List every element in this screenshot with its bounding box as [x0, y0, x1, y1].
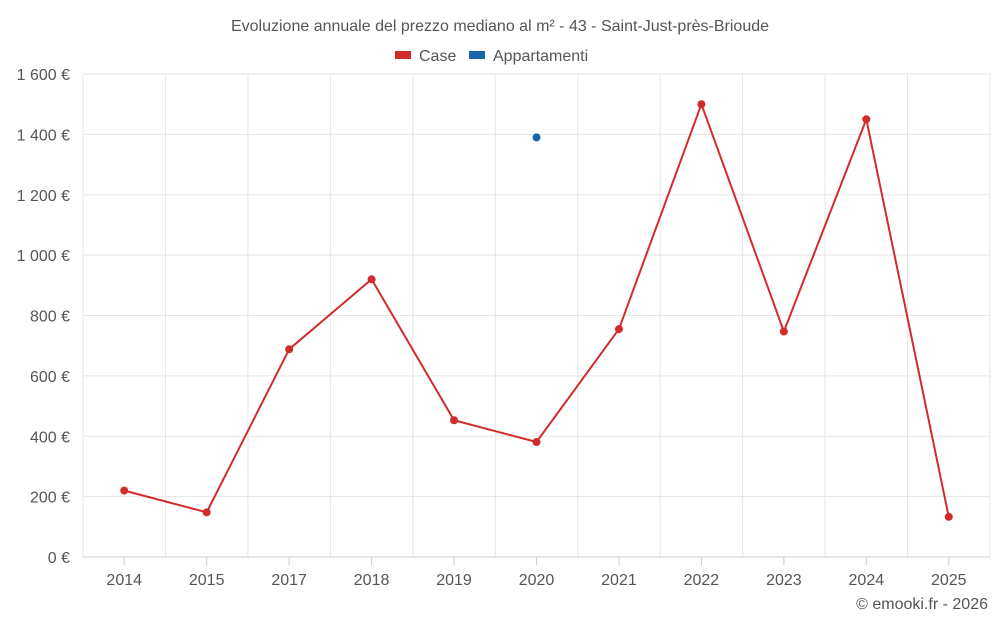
- legend-label-case: Case: [419, 48, 456, 65]
- y-tick-label: 0 €: [48, 550, 70, 567]
- legend-item-appartamenti[interactable]: Appartamenti: [469, 48, 588, 65]
- data-point-case[interactable]: [614, 325, 623, 334]
- data-point-case[interactable]: [779, 327, 788, 336]
- gridlines: [82, 73, 991, 557]
- x-tick-label: 2014: [106, 572, 142, 589]
- legend-label-appartamenti: Appartamenti: [493, 48, 588, 65]
- x-tick-label: 2024: [849, 572, 885, 589]
- y-tick-label: 800 €: [30, 309, 70, 326]
- x-tick-label: 2022: [684, 572, 720, 589]
- data-point-case[interactable]: [697, 100, 706, 109]
- data-point-case[interactable]: [367, 275, 376, 284]
- data-point-case[interactable]: [862, 115, 871, 124]
- x-tick-label: 2015: [189, 572, 225, 589]
- y-tick-label: 200 €: [30, 490, 70, 507]
- y-tick-label: 1 200 €: [17, 188, 70, 205]
- y-tick-label: 600 €: [30, 369, 70, 386]
- x-tick-label: 2020: [519, 572, 555, 589]
- data-point-case[interactable]: [944, 512, 953, 521]
- legend-swatch-case: [395, 51, 411, 59]
- data-point-appartamenti[interactable]: [532, 133, 541, 142]
- y-tick-label: 1 400 €: [17, 127, 70, 144]
- y-tick-label: 1 600 €: [17, 67, 70, 84]
- legend: Case Appartamenti: [395, 48, 588, 65]
- axes: 0 € 200 € 400 € 600 € 800 € 1 000 € 1 200 € 1 4…: [17, 67, 990, 589]
- data-point-case[interactable]: [532, 437, 541, 446]
- x-tick-label: 2019: [436, 572, 472, 589]
- x-tick-label: 2017: [271, 572, 307, 589]
- data-point-case[interactable]: [450, 416, 459, 425]
- x-tick-label: 2023: [766, 572, 802, 589]
- y-tick-label: 400 €: [30, 429, 70, 446]
- credit-text: © emooki.fr - 2026: [856, 596, 988, 613]
- x-tick-label: 2018: [354, 572, 390, 589]
- x-tick-label: 2021: [601, 572, 637, 589]
- legend-swatch-appartamenti: [469, 51, 485, 59]
- data-point-case[interactable]: [120, 486, 129, 495]
- data-point-case[interactable]: [285, 345, 294, 354]
- y-tick-label: 1 000 €: [17, 248, 70, 265]
- series: [120, 100, 953, 521]
- x-tick-label: 2025: [931, 572, 967, 589]
- legend-item-case[interactable]: Case: [395, 48, 456, 65]
- chart-title: Evoluzione annuale del prezzo mediano al…: [231, 18, 769, 35]
- data-point-case[interactable]: [202, 508, 211, 517]
